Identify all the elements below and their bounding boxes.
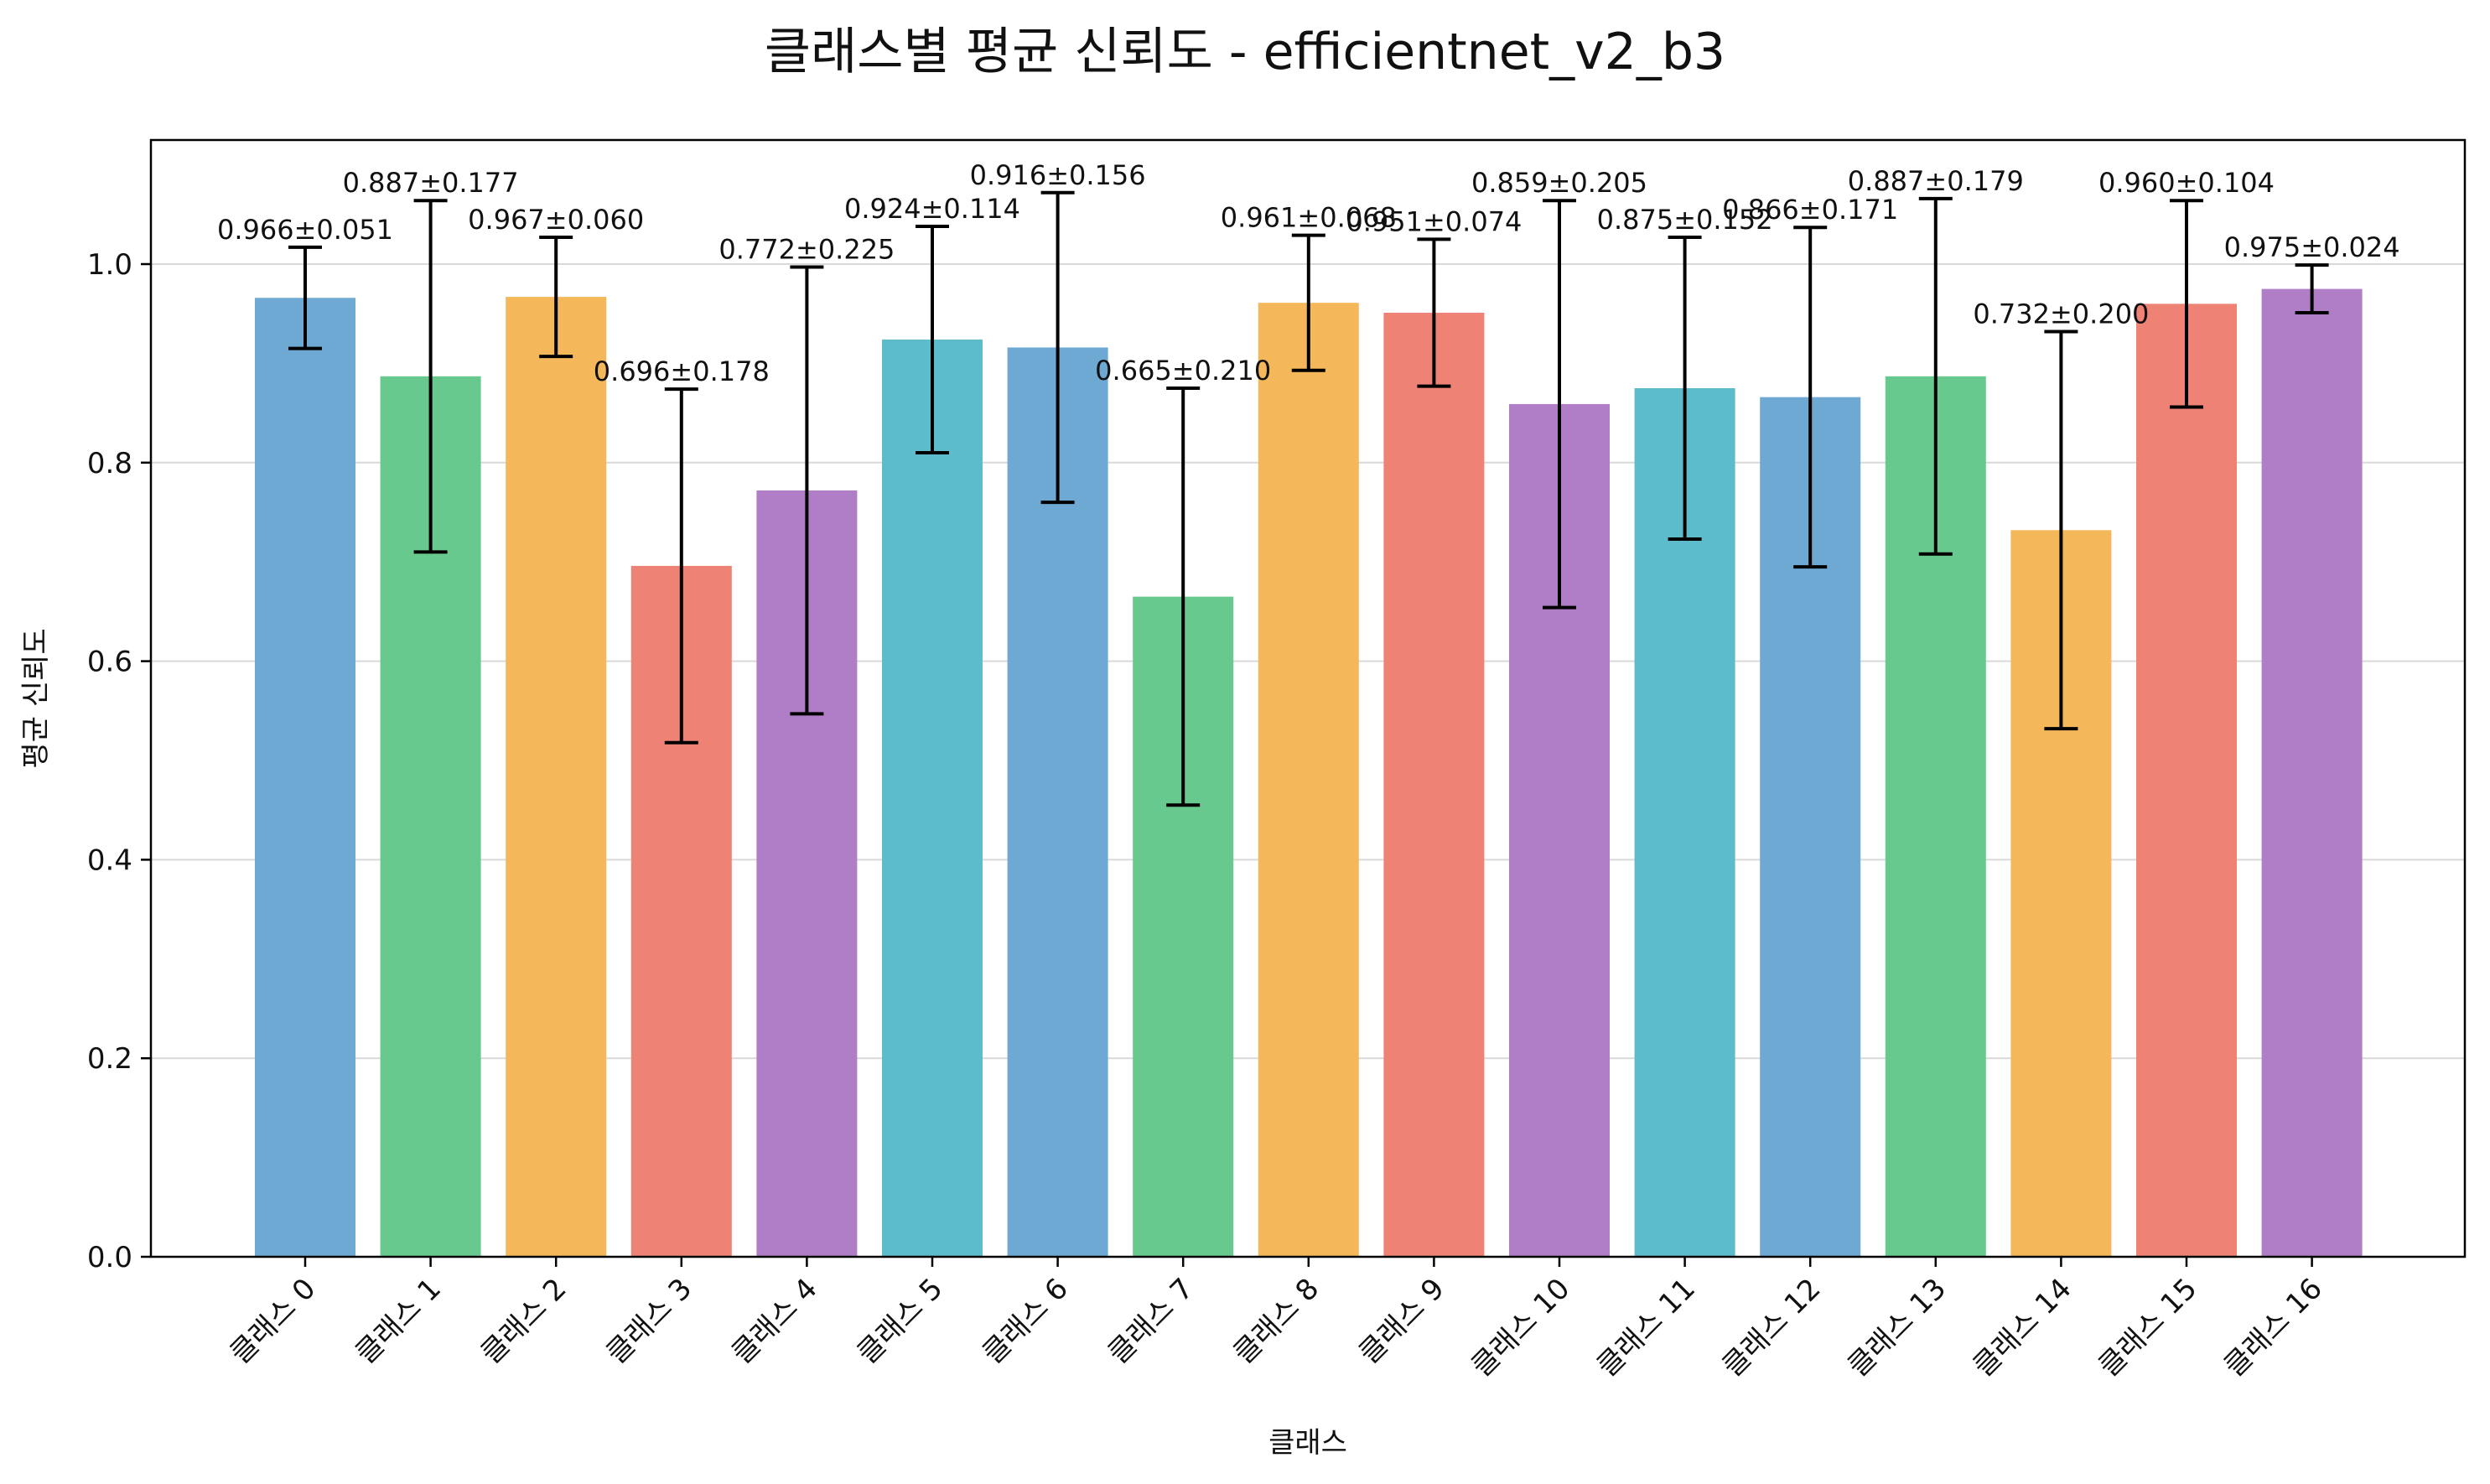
data-label: 0.916±0.156 — [970, 159, 1146, 191]
data-label: 0.975±0.024 — [2224, 231, 2400, 263]
x-axis-label: 클래스 — [1268, 1426, 1347, 1460]
y-axis-ticks: 0.0 0.2 0.4 0.6 0.8 1.0 — [87, 248, 151, 1274]
y-tick-label: 0.6 — [87, 646, 132, 679]
x-tick-label: 클래스 15 — [2092, 1272, 2203, 1383]
bar — [1383, 313, 1485, 1257]
x-tick-label: 클래스 1 — [349, 1272, 448, 1371]
x-tick-label: 클래스 2 — [475, 1272, 573, 1371]
x-tick-label: 클래스 13 — [1841, 1272, 1953, 1383]
y-tick-label: 0.8 — [87, 447, 132, 480]
data-label: 0.696±0.178 — [594, 355, 770, 387]
bar — [2261, 288, 2363, 1258]
bar — [882, 339, 983, 1257]
data-label: 0.967±0.060 — [468, 204, 644, 236]
x-tick-label: 클래스 7 — [1102, 1272, 1201, 1371]
x-tick-label: 클래스 4 — [725, 1272, 824, 1371]
bar — [2136, 304, 2237, 1257]
x-tick-label: 클래스 0 — [224, 1272, 323, 1371]
data-label: 0.887±0.177 — [343, 167, 519, 199]
data-label: 0.866±0.171 — [1722, 194, 1898, 226]
x-tick-label: 클래스 6 — [976, 1272, 1075, 1371]
data-label: 0.665±0.210 — [1095, 355, 1271, 387]
x-tick-label: 클래스 8 — [1227, 1272, 1326, 1371]
data-label: 0.960±0.104 — [2098, 167, 2275, 199]
error-bars — [288, 190, 2329, 807]
y-tick-label: 0.4 — [87, 843, 132, 877]
bar — [506, 297, 607, 1257]
y-tick-label: 0.0 — [87, 1241, 132, 1274]
x-tick-label: 클래스 5 — [851, 1272, 950, 1371]
bar — [1258, 303, 1359, 1257]
data-label: 0.859±0.205 — [1471, 167, 1647, 199]
data-label: 0.875±0.152 — [1597, 204, 1773, 236]
x-tick-label: 클래스 3 — [600, 1272, 699, 1371]
data-label: 0.924±0.114 — [844, 193, 1020, 225]
data-label: 0.961±0.068 — [1221, 202, 1397, 234]
data-labels: 0.966±0.051 0.887±0.177 0.967±0.060 0.696±0… — [217, 159, 2400, 387]
y-axis-label: 평균 신뢰도 — [19, 628, 53, 768]
chart-title: 클래스별 평균 신뢰도 - efficientnet_v2_b3 — [765, 23, 1725, 81]
data-label: 0.732±0.200 — [1973, 298, 2149, 330]
x-tick-label: 클래스 16 — [2218, 1272, 2329, 1383]
data-label: 0.772±0.225 — [718, 234, 895, 266]
x-axis-ticks: 클래스 0 클래스 1 클래스 2 클래스 3 클래스 4 클래스 5 클래스 6 클래스 7… — [224, 1257, 2329, 1383]
data-label: 0.887±0.179 — [1848, 165, 2024, 197]
bar — [255, 298, 355, 1258]
bars — [255, 288, 2363, 1258]
data-label: 0.966±0.051 — [217, 214, 393, 246]
x-tick-label: 클래스 9 — [1352, 1272, 1451, 1371]
x-tick-label: 클래스 11 — [1590, 1272, 1702, 1383]
y-tick-label: 0.2 — [87, 1042, 132, 1076]
x-tick-label: 클래스 12 — [1716, 1272, 1828, 1383]
x-tick-label: 클래스 14 — [1967, 1272, 2078, 1383]
x-tick-label: 클래스 10 — [1465, 1272, 1576, 1383]
data-label: 0.951±0.074 — [1346, 205, 1522, 237]
y-tick-label: 1.0 — [87, 248, 132, 282]
